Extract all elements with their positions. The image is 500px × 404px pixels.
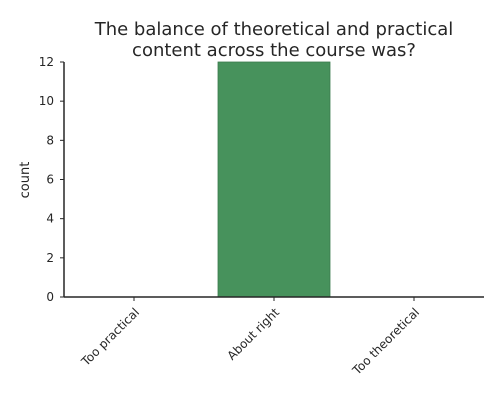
y-tick-label: 6 [46, 173, 54, 187]
x-tick-label: Too theoretical [349, 305, 422, 378]
y-tick-label: 0 [46, 290, 54, 304]
y-tick-label: 2 [46, 251, 54, 265]
y-axis-ticks: 0 2 4 6 8 10 12 [39, 55, 64, 304]
y-tick-label: 4 [46, 212, 54, 226]
x-tick-label: Too practical [78, 305, 142, 369]
x-tick-label: About right [224, 305, 282, 363]
y-axis-label: count [18, 162, 33, 199]
chart-title-line-1: The balance of theoretical and practical [94, 19, 454, 40]
chart-title: The balance of theoretical and practical… [94, 19, 454, 61]
chart-title-line-2: content across the course was? [132, 40, 416, 61]
bar-about-right [217, 61, 331, 298]
x-axis-ticks: Too practical About right Too theoretical [78, 297, 422, 378]
bars-group [217, 61, 331, 298]
y-tick-label: 8 [46, 133, 54, 147]
y-tick-label: 10 [39, 94, 54, 108]
y-tick-label: 12 [39, 55, 54, 69]
